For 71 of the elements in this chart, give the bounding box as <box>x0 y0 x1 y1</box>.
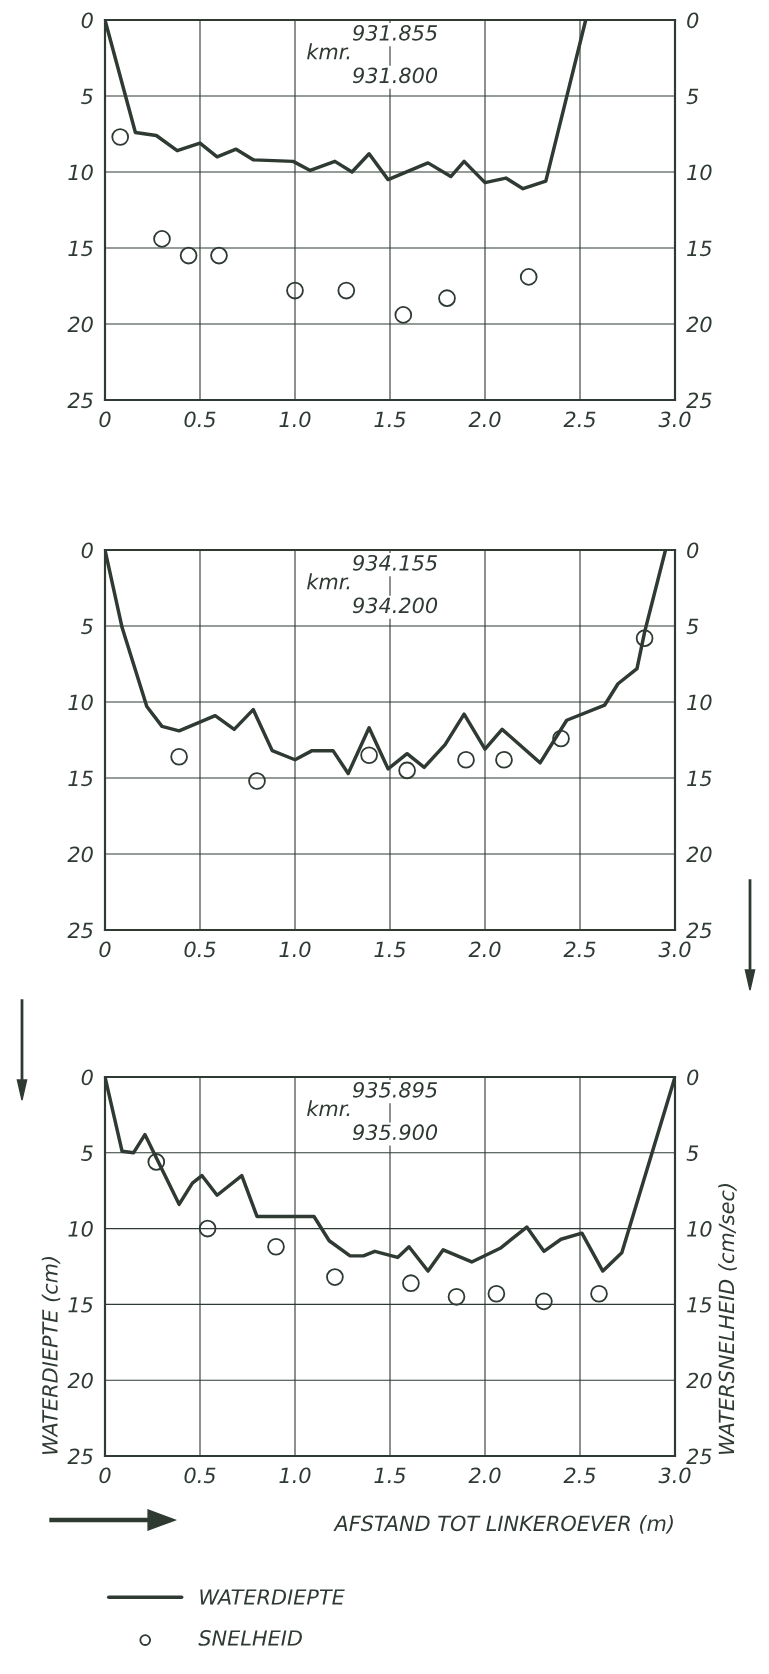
y-tick-label: 25 <box>67 392 93 409</box>
x-tick-label: 2.5 <box>563 411 596 428</box>
x-tick-label: 2.0 <box>468 411 501 428</box>
y-tick-label: 25 <box>67 1448 93 1465</box>
x-tick-label: 1.5 <box>374 941 406 958</box>
y-tick-label: 0 <box>81 1069 93 1086</box>
x-tick-label: 1.5 <box>374 1467 406 1484</box>
y2-tick-label: 25 <box>686 1448 712 1465</box>
y2-tick-label: 10 <box>687 1221 712 1237</box>
y-tick-label: 5 <box>81 618 93 635</box>
y2-tick-label: 20 <box>686 1372 712 1389</box>
y2-tick-label: 0 <box>687 1069 699 1086</box>
y-tick-label: 5 <box>81 1145 93 1162</box>
x-tick-label: 3.0 <box>658 1467 691 1484</box>
y2-tick-label: 0 <box>687 542 699 559</box>
y-tick-label: 10 <box>68 1221 93 1237</box>
y-axis-title: WATERDIEPTE (cm) <box>41 1257 61 1454</box>
x-tick-label: 3.0 <box>658 411 691 428</box>
x-tick-label: 0 <box>99 411 111 428</box>
y2-tick-label: 15 <box>687 1297 712 1313</box>
y2-tick-label: 5 <box>686 88 699 105</box>
y2-tick-label: 25 <box>686 922 712 939</box>
x-tick-label: 0.5 <box>184 941 216 958</box>
annotation: 934.200 <box>352 597 438 614</box>
y2-tick-label: 10 <box>687 694 712 711</box>
annotation: 931.800 <box>352 67 438 84</box>
x-tick-label: 2.5 <box>563 1467 596 1484</box>
annotation: kmr. <box>307 573 350 590</box>
annotation: 935.900 <box>352 1124 438 1141</box>
y-tick-label: 10 <box>68 694 93 711</box>
y-tick-label: 15 <box>68 770 93 787</box>
y2-tick-label: 15 <box>687 240 712 257</box>
x-tick-label: 1.0 <box>279 941 311 958</box>
annotation: kmr. <box>307 43 350 60</box>
y2-tick-label: 20 <box>686 846 712 863</box>
y-tick-label: 20 <box>67 846 93 863</box>
y-tick-label: 20 <box>67 316 93 333</box>
y-tick-label: 0 <box>81 12 93 29</box>
annotation: 935.895 <box>352 1081 437 1098</box>
legend-label: SNELHEID <box>198 1630 302 1646</box>
y-tick-label: 25 <box>67 922 93 939</box>
annotation: kmr. <box>307 1100 350 1117</box>
y-tick-label: 0 <box>81 542 93 559</box>
y2-tick-label: 5 <box>686 1145 699 1162</box>
x-tick-label: 1.0 <box>279 411 311 428</box>
y-tick-label: 15 <box>68 240 93 257</box>
x-tick-label: 2.0 <box>468 1467 501 1484</box>
y-tick-label: 15 <box>68 1297 93 1313</box>
legend-label: WATERDIEPTE <box>200 1589 345 1605</box>
x-tick-label: 1.0 <box>279 1467 311 1484</box>
x-tick-label: 1.5 <box>374 411 406 428</box>
y-tick-label: 20 <box>67 1372 93 1389</box>
annotation: 931.855 <box>352 24 437 41</box>
x-tick-label: 3.0 <box>658 941 691 958</box>
y2-tick-label: 0 <box>687 12 699 29</box>
y-tick-label: 5 <box>81 88 93 105</box>
x-axis-title: AFSTAND TOT LINKEROEVER (m) <box>333 1515 673 1534</box>
x-tick-label: 0 <box>99 1467 111 1484</box>
x-tick-label: 0 <box>99 941 111 958</box>
y-tick-label: 10 <box>68 164 93 181</box>
x-tick-label: 2.5 <box>563 941 596 958</box>
y2-tick-label: 15 <box>687 770 712 787</box>
y2-tick-label: 20 <box>686 316 712 333</box>
x-tick-label: 2.0 <box>468 941 501 958</box>
y2-tick-label: 10 <box>687 164 712 181</box>
x-tick-label: 0.5 <box>184 411 216 428</box>
y2-axis-title: WATERSNELHEID (cm/sec) <box>718 1184 737 1454</box>
x-tick-label: 0.5 <box>184 1467 216 1484</box>
annotation: 934.155 <box>352 554 437 571</box>
y2-tick-label: 5 <box>686 618 699 635</box>
y2-tick-label: 25 <box>686 392 712 409</box>
